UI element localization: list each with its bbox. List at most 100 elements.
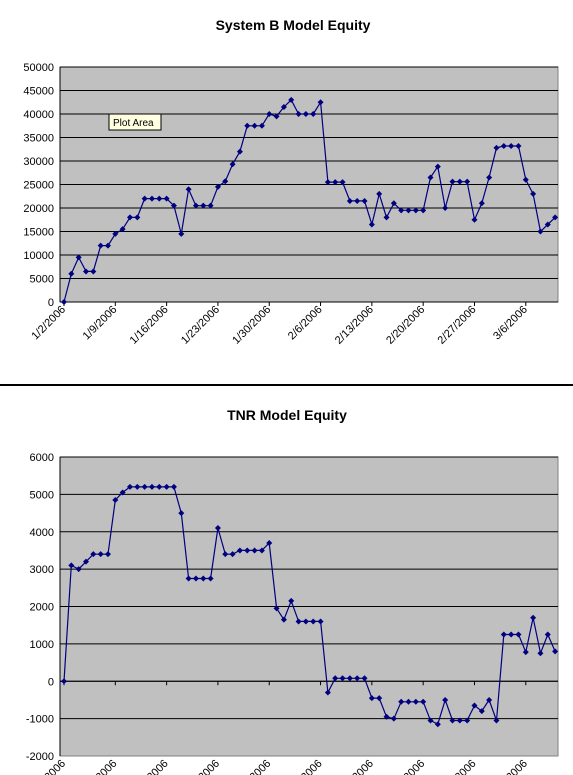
x-tick-label: 1/30/2006: [230, 304, 273, 347]
x-tick-label: 2/27/2006: [436, 758, 479, 775]
y-tick-label: 6000: [30, 452, 54, 464]
data-point: [310, 111, 317, 117]
data-point: [376, 695, 383, 702]
data-point: [434, 721, 441, 728]
data-point: [346, 197, 353, 204]
data-point: [317, 618, 324, 625]
y-tick-label: 1000: [30, 639, 54, 651]
data-point: [90, 551, 97, 558]
data-point: [75, 254, 82, 261]
data-point: [112, 230, 119, 237]
data-point: [390, 715, 397, 722]
data-point: [214, 525, 221, 532]
x-tick-labels: 1/2/20061/9/20061/16/20061/23/20061/30/2…: [29, 758, 530, 775]
chart-title: TNR Model Equity: [227, 407, 347, 423]
data-point: [244, 547, 251, 554]
data-point: [163, 195, 170, 202]
data-point: [295, 618, 302, 625]
data-point: [508, 142, 515, 149]
data-point: [383, 713, 390, 720]
data-point: [522, 649, 529, 656]
data-point: [552, 648, 559, 655]
data-point: [346, 675, 353, 682]
data-point: [185, 186, 192, 193]
data-point: [68, 562, 75, 569]
data-point: [251, 547, 258, 554]
data-point: [420, 698, 427, 705]
data-point: [61, 299, 67, 305]
y-tick-label: 0: [48, 676, 54, 688]
data-point: [178, 510, 185, 517]
y-tick-label: -1000: [26, 714, 54, 726]
data-point: [544, 221, 551, 228]
x-tick-label: 2/6/2006: [286, 758, 325, 775]
data-point: [251, 122, 258, 129]
y-tick-label: 2000: [30, 602, 54, 614]
data-point: [185, 575, 192, 582]
data-point: [552, 214, 559, 221]
data-point: [456, 178, 463, 185]
chart-separator: [0, 384, 573, 386]
data-point: [156, 195, 163, 202]
data-point: [236, 148, 243, 155]
data-point: [148, 483, 155, 490]
data-point: [229, 161, 236, 168]
data-point: [214, 183, 221, 190]
gridlines: [60, 66, 558, 279]
data-point: [456, 717, 463, 724]
x-tick-label: 2/20/2006: [384, 758, 427, 775]
data-point: [537, 228, 544, 235]
data-point: [273, 113, 280, 120]
data-point: [148, 195, 155, 202]
data-point: [141, 195, 148, 202]
data-point: [68, 270, 75, 277]
data-point: [134, 483, 141, 490]
y-tick-label: 5000: [30, 274, 54, 286]
data-point: [288, 597, 295, 604]
data-point: [317, 99, 324, 106]
x-tick-label: 3/6/2006: [491, 758, 530, 775]
data-point: [486, 696, 493, 703]
data-point: [420, 207, 427, 214]
data-point: [449, 717, 456, 724]
data-point: [324, 689, 331, 696]
data-point: [200, 202, 207, 209]
data-point: [244, 122, 251, 129]
x-tick-label: 2/27/2006: [436, 304, 479, 347]
data-point: [471, 216, 478, 223]
data-point: [398, 698, 405, 705]
data-point: [61, 678, 67, 685]
data-point: [229, 551, 236, 558]
data-point: [280, 616, 287, 623]
y-tick-label: 35000: [23, 133, 54, 145]
data-point: [368, 221, 375, 228]
data-point: [302, 618, 309, 625]
data-point: [119, 489, 126, 496]
x-tick-label: 2/13/2006: [333, 304, 376, 347]
data-point: [222, 551, 229, 558]
data-point: [442, 205, 449, 211]
data-point: [361, 197, 368, 204]
data-point: [515, 631, 522, 638]
data-point: [104, 551, 111, 558]
x-tick-label: 1/9/2006: [81, 304, 120, 343]
data-point: [126, 214, 133, 221]
data-point: [537, 650, 544, 657]
data-point: [390, 200, 397, 207]
data-point: [427, 174, 434, 181]
system-b-equity-chart: System B Model Equity 0 5000 10000 15000 200…: [23, 17, 559, 347]
data-point: [471, 702, 478, 709]
data-point: [339, 179, 346, 186]
data-point: [361, 675, 368, 682]
data-point: [486, 174, 493, 181]
y-tick-label: 10000: [23, 250, 54, 262]
data-point: [332, 179, 339, 186]
data-point: [493, 717, 500, 724]
data-point: [258, 122, 265, 129]
data-point: [405, 207, 412, 214]
plot-area-tooltip: Plot Area: [108, 113, 162, 131]
data-point: [522, 176, 529, 183]
data-point: [178, 230, 185, 237]
data-point: [295, 111, 302, 117]
